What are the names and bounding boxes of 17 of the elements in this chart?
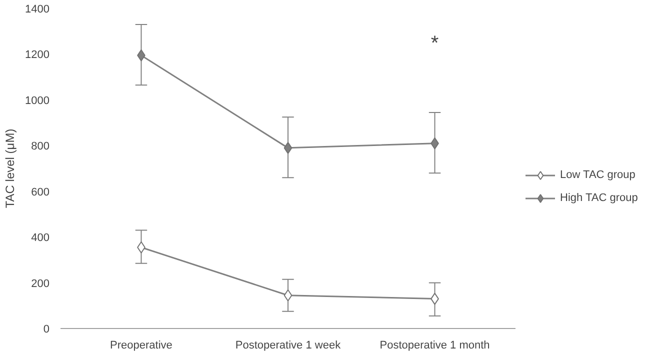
legend-label: High TAC group bbox=[560, 192, 638, 204]
y-tick-label: 400 bbox=[31, 232, 50, 244]
y-axis-title: TAC level (μM) bbox=[3, 128, 18, 208]
y-tick-label: 1000 bbox=[25, 94, 50, 107]
point bbox=[284, 142, 292, 154]
y-tick-label: 800 bbox=[31, 140, 50, 153]
y-tick-label: 0 bbox=[43, 324, 50, 336]
y-tick-label: 1200 bbox=[25, 49, 50, 62]
x-tick-label: Postoperative 1 month bbox=[380, 340, 490, 352]
legend-label: Low TAC group bbox=[560, 169, 636, 181]
y-tick-label: 1400 bbox=[25, 4, 50, 16]
x-tick-label: Preoperative bbox=[110, 340, 172, 352]
annotation: * bbox=[430, 32, 439, 54]
y-tick-label: 200 bbox=[31, 278, 50, 290]
point bbox=[284, 289, 292, 302]
x-tick-label: Postoperative 1 week bbox=[235, 340, 342, 352]
y-tick-label: 600 bbox=[31, 186, 50, 198]
